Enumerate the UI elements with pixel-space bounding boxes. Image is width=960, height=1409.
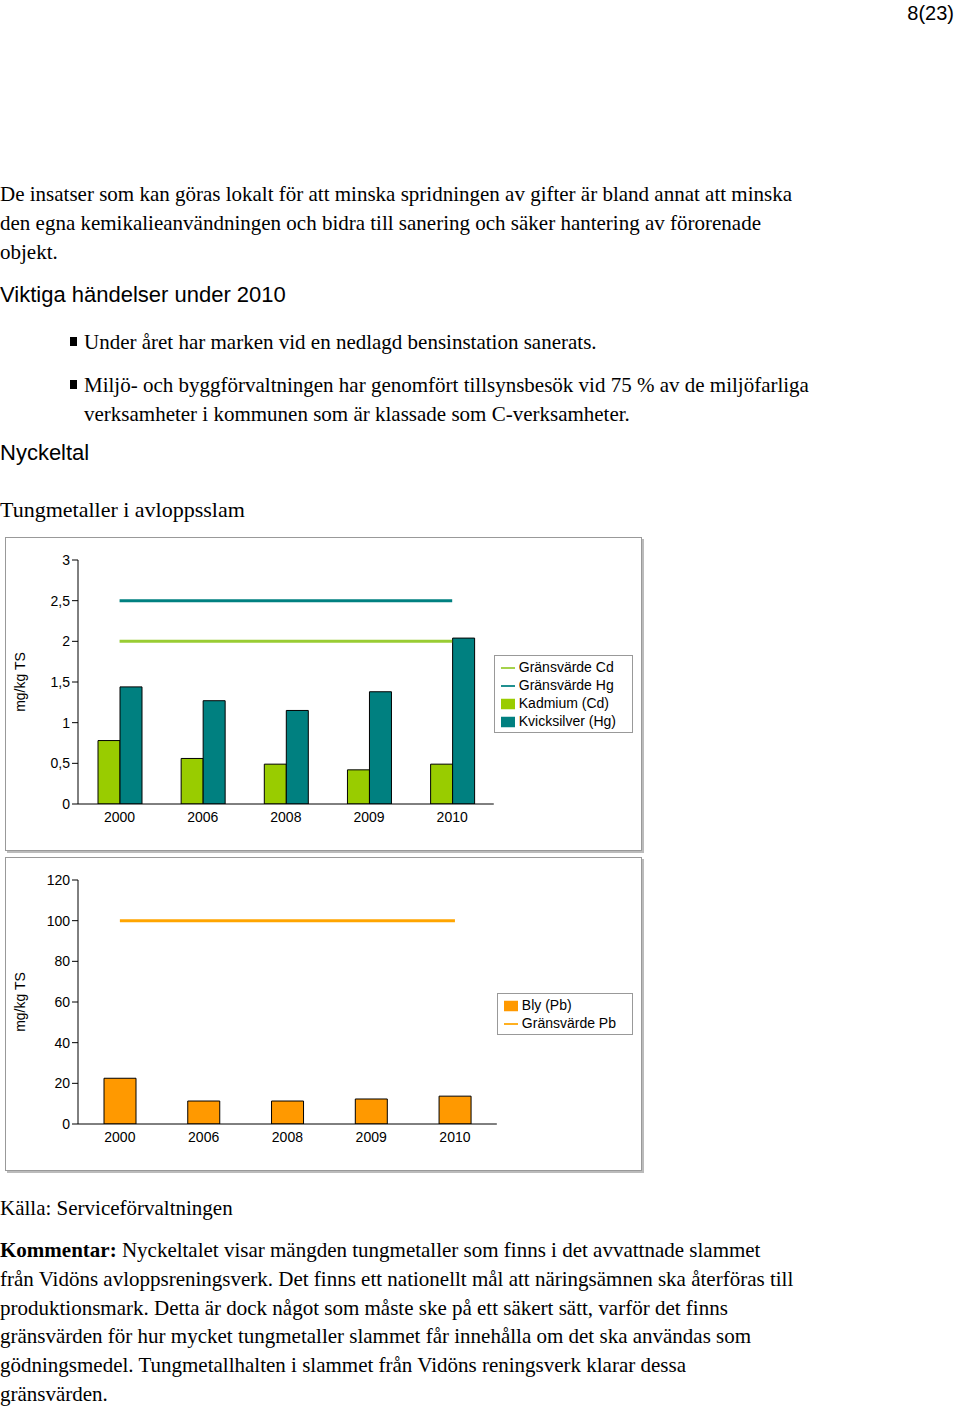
svg-text:2009: 2009: [356, 1129, 387, 1145]
html-text:produktionsmark. Detta är dock: produktionsmark. Detta är dock något som…: [0, 1295, 728, 1320]
html-text:Nyckeltal: Nyckeltal: [0, 440, 90, 465]
svg-text:2006: 2006: [187, 809, 218, 825]
html-text:Kadmium (Cd): Kadmium (Cd): [518, 695, 609, 711]
svg-text:2008: 2008: [272, 1129, 303, 1145]
html-text:De insatser som kan göras loka: De insatser som kan göras lokalt för att…: [0, 182, 792, 206]
html-text:8(23): 8(23): [907, 2, 954, 24]
html-text:gödningsmedel. Tungmetallhalte: gödningsmedel. Tungmetallhalten i slamme…: [0, 1353, 686, 1378]
html-text:Kvicksilver (Hg): Kvicksilver (Hg): [518, 713, 616, 729]
svg-text:100: 100: [47, 913, 71, 929]
svg-text:2009: 2009: [353, 809, 384, 825]
html-text:Källa: Serviceförvaltningen: Källa: Serviceförvaltningen: [0, 1196, 233, 1220]
svg-text:40: 40: [54, 1035, 70, 1051]
html-text:Miljö- och byggförvaltningen h: Miljö- och byggförvaltningen har genomfö…: [84, 373, 809, 397]
html-text:Under året har marken vid en n: Under året har marken vid en nedlagd ben…: [84, 330, 597, 354]
svg-text:20: 20: [54, 1075, 70, 1091]
svg-text:0: 0: [62, 1116, 70, 1132]
svg-text:80: 80: [54, 953, 70, 969]
html-text:objekt.: objekt.: [0, 240, 58, 264]
svg-text:2000: 2000: [104, 1129, 135, 1145]
svg-text:2000: 2000: [104, 809, 135, 825]
html-text:Kommentar: Nyckeltalet visar m: Kommentar: Nyckeltalet visar mängden tun…: [0, 1238, 761, 1262]
svg-text:mg/kg TS: mg/kg TS: [12, 972, 28, 1032]
svg-text:1,5: 1,5: [51, 674, 71, 690]
svg-text:2010: 2010: [439, 1129, 470, 1145]
html-text:gränsvärden för hur mycket tun: gränsvärden för hur mycket tungmetaller …: [0, 1324, 752, 1349]
html-text:Gränsvärde Pb: Gränsvärde Pb: [521, 1015, 616, 1031]
svg-text:2010: 2010: [437, 809, 468, 825]
html-text:Gränsvärde Cd: Gränsvärde Cd: [518, 659, 614, 675]
svg-text:3: 3: [62, 552, 70, 568]
html-text:verksamheter i kommunen som är: verksamheter i kommunen som är klassade …: [84, 402, 630, 426]
html-text:den egna kemikalieanvändningen: den egna kemikalieanvändningen och bidra…: [0, 211, 761, 235]
svg-text:0: 0: [62, 796, 70, 812]
html-text:Viktiga händelser under 2010: Viktiga händelser under 2010: [0, 282, 286, 307]
svg-text:mg/kg TS: mg/kg TS: [12, 652, 28, 712]
svg-text:60: 60: [54, 994, 70, 1010]
html-text:Tungmetaller i avloppsslam: Tungmetaller i avloppsslam: [0, 497, 245, 522]
svg-text:2008: 2008: [270, 809, 301, 825]
svg-text:2006: 2006: [188, 1129, 219, 1145]
svg-text:2,5: 2,5: [51, 593, 71, 609]
html-text:Gränsvärde Hg: Gränsvärde Hg: [518, 677, 614, 693]
html-text:Bly (Pb): Bly (Pb): [521, 997, 572, 1013]
svg-text:0,5: 0,5: [51, 755, 71, 771]
svg-text:1: 1: [62, 715, 70, 731]
svg-text:2: 2: [62, 633, 70, 649]
svg-text:120: 120: [47, 872, 71, 888]
html-text:gränsvärden.: gränsvärden.: [0, 1382, 108, 1406]
html-text:från Vidöns avloppsreningsverk: från Vidöns avloppsreningsverk. Det finn…: [0, 1266, 794, 1291]
